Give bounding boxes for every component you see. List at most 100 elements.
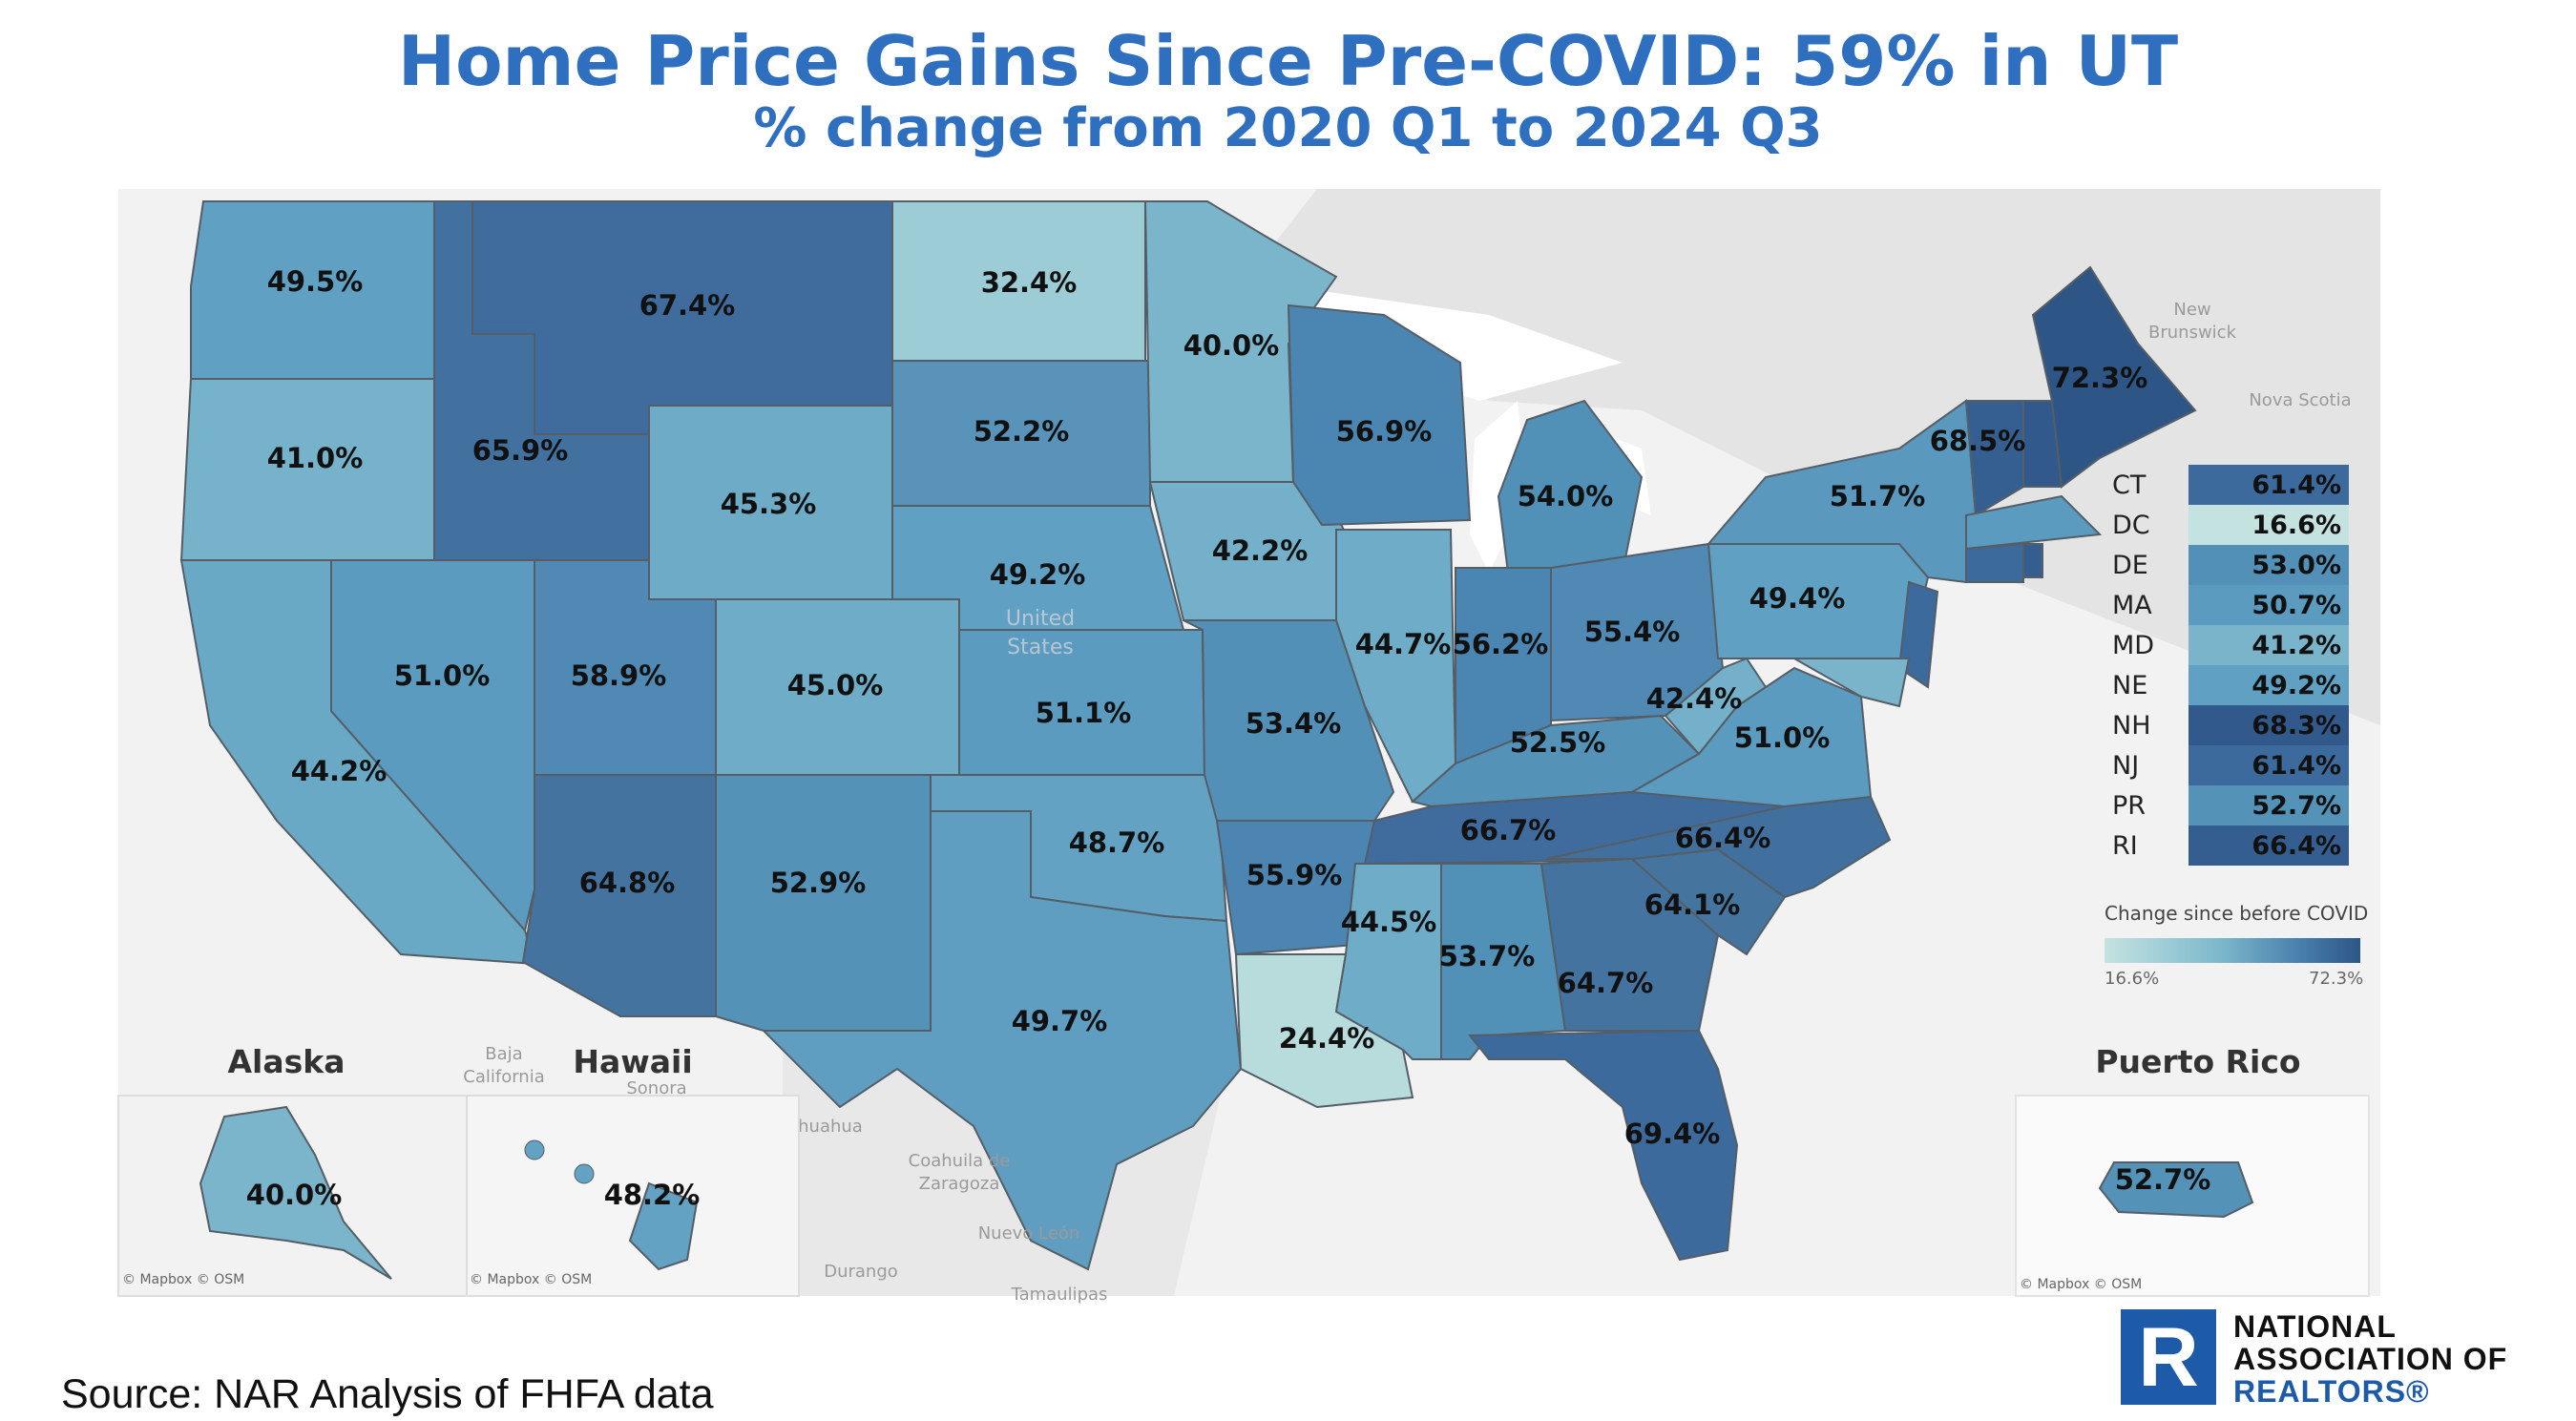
table-state-value: 16.6%	[2189, 505, 2349, 545]
label-ga: 64.7%	[1558, 967, 1654, 999]
table-state-abbr: MA	[2112, 590, 2152, 620]
state-ak	[199, 1105, 392, 1280]
label-id: 65.9%	[472, 434, 569, 467]
label-la: 24.4%	[1279, 1022, 1375, 1055]
table-row: MD 41.2%	[2105, 625, 2349, 665]
label-wy: 45.3%	[721, 488, 817, 520]
geo-label-states: States	[1007, 636, 1074, 659]
nar-logo-letter: R	[2138, 1309, 2199, 1404]
label-ia: 42.2%	[1212, 534, 1309, 567]
geo-label-chihuahua: huahua	[798, 1117, 863, 1137]
geo-label-baja: Baja	[485, 1044, 522, 1064]
state-nm	[715, 774, 932, 1032]
label-vt: 68.5%	[1930, 425, 2026, 457]
label-mo: 53.4%	[1246, 707, 1342, 740]
label-il: 44.7%	[1355, 628, 1452, 660]
label-al: 53.7%	[1439, 940, 1536, 972]
label-ms: 44.5%	[1341, 906, 1437, 938]
alaska-map-credit: © Mapbox © OSM	[122, 1272, 244, 1287]
hawaii-island-oahu	[574, 1163, 595, 1184]
chart-subtitle: % change from 2020 Q1 to 2024 Q3	[753, 97, 1823, 159]
legend-min-label: 16.6%	[2105, 969, 2160, 989]
table-state-abbr: DC	[2112, 510, 2150, 540]
hawaii-island-kauai	[524, 1139, 545, 1160]
nar-logo-line1: NATIONAL	[2233, 1309, 2397, 1344]
geo-label-coahuila: Coahuila de	[909, 1151, 1011, 1171]
geo-label-sonora: Sonora	[626, 1078, 686, 1098]
table-state-abbr: RI	[2112, 830, 2138, 861]
geo-label-new-brunswick-2: Brunswick	[2148, 323, 2237, 343]
label-co: 45.0%	[787, 669, 884, 701]
geo-label-nuevo-leon: Nuevo León	[978, 1223, 1080, 1243]
label-mt: 67.4%	[639, 289, 736, 322]
label-va: 51.0%	[1734, 721, 1831, 754]
legend-title: Change since before COVID	[2105, 902, 2369, 925]
table-state-abbr: CT	[2112, 470, 2147, 500]
label-ny: 51.7%	[1830, 480, 1926, 512]
table-state-value: 41.2%	[2189, 625, 2349, 665]
label-ok: 48.7%	[1069, 826, 1165, 859]
state-md	[1791, 658, 1911, 708]
label-pa: 49.4%	[1749, 582, 1846, 615]
label-wa: 49.5%	[267, 265, 364, 298]
label-ut: 58.9%	[571, 659, 667, 692]
nar-logo-line3: REALTORS®	[2233, 1374, 2430, 1409]
label-az: 64.8%	[579, 867, 676, 899]
table-row: NH 68.3%	[2105, 705, 2349, 745]
label-mn: 40.0%	[1183, 329, 1280, 362]
label-me: 72.3%	[2052, 362, 2148, 394]
hawaii-map-credit: © Mapbox © OSM	[470, 1272, 592, 1287]
table-state-value: 66.4%	[2189, 825, 2349, 866]
state-ct	[1965, 542, 2024, 583]
label-nd: 32.4%	[981, 266, 1078, 299]
hawaii-inset-frame	[466, 1095, 800, 1297]
table-state-value: 61.4%	[2189, 465, 2349, 505]
table-state-value: 61.4%	[2189, 745, 2349, 785]
table-state-abbr: NE	[2112, 670, 2148, 700]
legend-color-ramp	[2105, 938, 2360, 963]
state-tx	[761, 810, 1243, 1271]
pr-inset-title: Puerto Rico	[2095, 1043, 2300, 1080]
state-ri	[2022, 543, 2043, 578]
geo-label-durango: Durango	[824, 1262, 898, 1282]
pr-map-credit: © Mapbox © OSM	[2020, 1277, 2142, 1292]
state-pr	[2098, 1161, 2254, 1219]
lake-michigan	[1470, 401, 1527, 573]
label-fl: 69.4%	[1624, 1118, 1721, 1150]
geo-label-coahuila-2: Zaragoza	[919, 1174, 1000, 1194]
state-ma	[1965, 494, 2103, 551]
nar-logo: R NATIONAL ASSOCIATION OF REALTORS®	[2121, 1309, 2560, 1414]
table-state-value: 53.0%	[2189, 545, 2349, 585]
table-row: RI 66.4%	[2105, 825, 2349, 866]
table-row: DE 53.0%	[2105, 545, 2349, 585]
geo-label-united: United	[1006, 607, 1075, 631]
label-oh: 55.4%	[1584, 616, 1681, 648]
label-sd: 52.2%	[974, 415, 1070, 448]
table-row: NJ 61.4%	[2105, 745, 2349, 785]
state-hi	[628, 1181, 699, 1271]
label-tn: 66.7%	[1460, 814, 1557, 846]
label-nv: 51.0%	[394, 659, 491, 692]
hawaii-inset-title: Hawaii	[573, 1043, 692, 1080]
label-pr: 52.7%	[2115, 1163, 2211, 1196]
small-states-table: CT 61.4% DC 16.6% DE 53.0% MA 50.7% MD 41.2% NE 49.…	[2105, 465, 2349, 866]
geo-label-baja-2: California	[463, 1067, 544, 1087]
state-wv	[1664, 657, 1768, 756]
table-state-value: 50.7%	[2189, 585, 2349, 625]
geo-label-tamaulipas: Tamaulipas	[1011, 1285, 1108, 1305]
label-wi: 56.9%	[1336, 415, 1433, 448]
label-wv: 42.4%	[1646, 682, 1743, 715]
label-or: 41.0%	[267, 442, 364, 474]
state-wi	[1287, 303, 1472, 527]
table-state-abbr: MD	[2112, 630, 2155, 660]
nar-logo-mark	[2121, 1309, 2216, 1405]
label-ca: 44.2%	[291, 755, 387, 787]
label-in: 56.2%	[1453, 628, 1549, 660]
table-state-value: 52.7%	[2189, 785, 2349, 825]
label-nc: 66.4%	[1675, 822, 1771, 854]
label-mi: 54.0%	[1518, 480, 1614, 512]
label-nm: 52.9%	[770, 867, 867, 899]
state-fl	[1467, 1029, 1739, 1262]
table-state-value: 49.2%	[2189, 665, 2349, 705]
